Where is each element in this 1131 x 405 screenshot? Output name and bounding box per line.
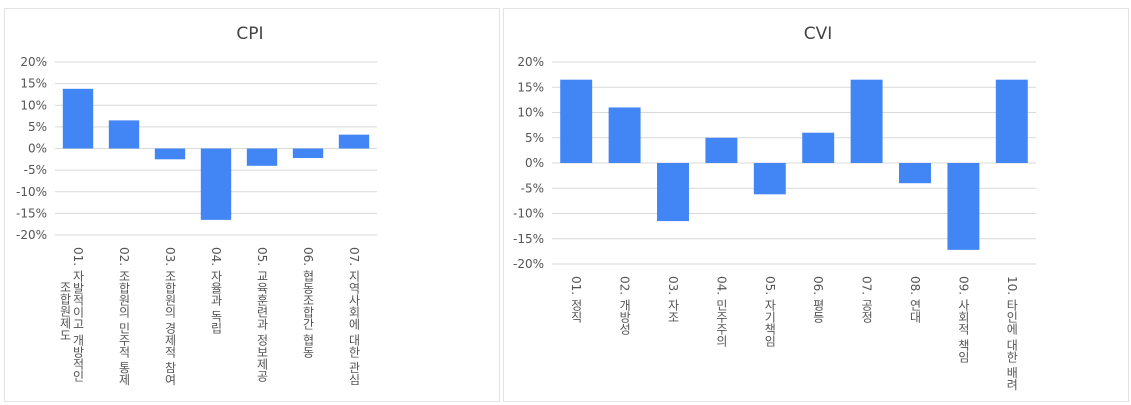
cvi-category-label: 07. 공정	[860, 276, 874, 323]
cvi-chart: CVI 20% 15% 10% 5% 0% -5% -10% -15% -20% 01. 정직 02.…	[513, 24, 1036, 391]
cvi-bar	[995, 79, 1028, 163]
cvi-category-label: 04. 민주주의	[714, 276, 728, 347]
cvi-bar	[947, 163, 980, 250]
cvi-category-label: 08. 연대	[908, 276, 922, 323]
cvi-y-tick-label: 10%	[517, 106, 544, 120]
cpi-category-label: 02. 조합원의 민주적 통제	[117, 247, 131, 386]
cvi-y-tick-label: -20%	[513, 257, 544, 271]
cpi-category-label: 04. 자율과 독립	[209, 247, 223, 334]
cpi-chart: CPI 20% 15% 10% 5% 0% -5% -10% -15% -20% 조합원제도 01. …	[16, 24, 377, 386]
cvi-bar	[802, 132, 835, 163]
cvi-bar	[705, 137, 738, 163]
cpi-category-label: 조합원제도	[58, 281, 72, 341]
cvi-bar	[560, 79, 593, 163]
cpi-y-tick-label: 20%	[20, 55, 47, 69]
cpi-chart-panel: CPI 20% 15% 10% 5% 0% -5% -10% -15% -20% 조합원제도 01. …	[4, 8, 500, 402]
cvi-bar	[657, 163, 689, 222]
cpi-bar	[246, 148, 278, 166]
cpi-category-label: 03. 조합원의 경제적 참여	[163, 247, 177, 386]
cvi-y-tick-label: 5%	[525, 131, 544, 145]
cpi-y-tick-label: 0%	[28, 142, 47, 156]
cvi-chart-panel: CVI 20% 15% 10% 5% 0% -5% -10% -15% -20% 01. 정직 02.…	[503, 8, 1129, 402]
cpi-y-tick-label: 10%	[20, 98, 47, 112]
cpi-y-tick-label: -20%	[16, 228, 47, 242]
cpi-y-tick-label: -10%	[16, 185, 47, 199]
cpi-category-label: 05. 교육훈련과 정보제공	[255, 247, 269, 382]
cpi-category-label: 01. 자발적이고 개방적인	[71, 247, 85, 382]
cvi-y-tick-label: -5%	[521, 181, 544, 195]
cvi-y-tick-label: -10%	[513, 207, 544, 221]
cvi-category-label: 03. 자조	[666, 276, 680, 323]
cpi-chart-title: CPI	[236, 24, 263, 44]
cpi-y-tick-label: -15%	[16, 206, 47, 220]
cpi-bar	[292, 148, 324, 159]
cpi-category-label: 07. 지역사회에 대한 관심	[347, 247, 361, 386]
cpi-bar	[154, 148, 186, 160]
cvi-y-tick-label: 0%	[525, 156, 544, 170]
cvi-bar	[899, 163, 931, 184]
cvi-category-label: 09. 사회적 책임	[956, 276, 970, 363]
cvi-y-tick-label: 20%	[517, 55, 544, 69]
cpi-bar	[338, 134, 370, 149]
cvi-category-label: 02. 개방성	[618, 276, 632, 335]
cvi-category-label: 01. 정직	[569, 276, 583, 323]
cpi-y-tick-label: 5%	[28, 120, 47, 134]
cpi-category-label: 06. 협동조합간 협동	[301, 247, 315, 358]
cvi-y-tick-label: -15%	[513, 232, 544, 246]
cvi-bar	[608, 107, 641, 163]
cvi-chart-title: CVI	[804, 24, 833, 44]
cpi-bar	[200, 148, 232, 220]
cpi-bar	[62, 88, 94, 149]
cpi-y-tick-label: 15%	[20, 77, 47, 91]
cvi-y-tick-label: 15%	[517, 80, 544, 94]
cpi-y-tick-label: -5%	[24, 163, 47, 177]
cpi-bar	[108, 120, 140, 149]
cvi-bar	[850, 79, 883, 163]
cvi-bar	[753, 163, 786, 195]
cvi-category-label: 05. 자기책임	[763, 276, 777, 347]
cvi-category-label: 06. 평등	[811, 276, 825, 323]
cvi-category-label: 10. 타인에 대한 배려	[1005, 276, 1019, 391]
